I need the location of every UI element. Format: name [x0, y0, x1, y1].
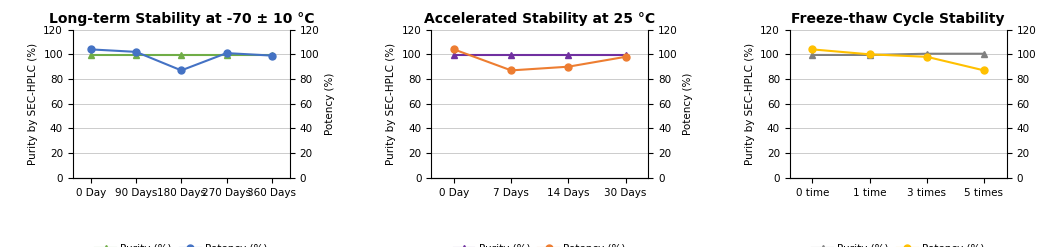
Potency (%) [921, 55, 933, 58]
Potency (%) [864, 53, 876, 56]
Purity (%) [504, 54, 517, 57]
Line: Potency (%): Potency (%) [809, 46, 987, 74]
Y-axis label: Potency (%): Potency (%) [683, 73, 693, 135]
Potency (%) [620, 55, 632, 58]
Purity (%) [620, 54, 632, 57]
Potency (%) [220, 52, 233, 55]
Purity (%) [84, 54, 97, 57]
Purity (%) [175, 54, 188, 57]
Title: Long-term Stability at -70 ± 10 °C: Long-term Stability at -70 ± 10 °C [49, 12, 315, 26]
Purity (%) [921, 52, 933, 55]
Purity (%) [266, 54, 278, 57]
Potency (%) [807, 48, 819, 51]
Potency (%) [563, 65, 575, 68]
Purity (%) [220, 54, 233, 57]
Potency (%) [266, 54, 278, 57]
Line: Potency (%): Potency (%) [87, 46, 275, 74]
Purity (%) [864, 54, 876, 57]
Potency (%) [84, 48, 97, 51]
Legend: Purity (%), Potency (%): Purity (%), Potency (%) [808, 239, 988, 247]
Potency (%) [130, 50, 142, 53]
Purity (%) [563, 54, 575, 57]
Title: Accelerated Stability at 25 °C: Accelerated Stability at 25 °C [425, 12, 655, 26]
Legend: Purity (%), Potency (%): Purity (%), Potency (%) [449, 239, 630, 247]
Purity (%) [978, 52, 990, 55]
Y-axis label: Purity by SEC-HPLC (%): Purity by SEC-HPLC (%) [386, 43, 397, 165]
Potency (%) [175, 69, 188, 72]
Purity (%) [807, 54, 819, 57]
Potency (%) [447, 48, 460, 51]
Line: Purity (%): Purity (%) [450, 51, 629, 59]
Line: Potency (%): Potency (%) [450, 46, 629, 74]
Y-axis label: Purity by SEC-HPLC (%): Purity by SEC-HPLC (%) [28, 43, 37, 165]
Title: Freeze-thaw Cycle Stability: Freeze-thaw Cycle Stability [792, 12, 1005, 26]
Purity (%) [130, 54, 142, 57]
Y-axis label: Purity by SEC-HPLC (%): Purity by SEC-HPLC (%) [744, 43, 755, 165]
Y-axis label: Potency (%): Potency (%) [325, 73, 335, 135]
Potency (%) [504, 69, 517, 72]
Line: Purity (%): Purity (%) [87, 51, 275, 59]
Legend: Purity (%), Potency (%): Purity (%), Potency (%) [91, 239, 272, 247]
Purity (%) [447, 54, 460, 57]
Line: Purity (%): Purity (%) [809, 50, 987, 59]
Potency (%) [978, 69, 990, 72]
